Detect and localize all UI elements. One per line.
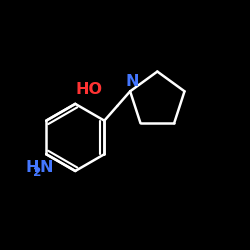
Text: HO: HO <box>75 82 102 97</box>
Text: 2: 2 <box>32 166 41 179</box>
Text: N: N <box>40 160 54 176</box>
Text: H: H <box>25 160 38 176</box>
Text: N: N <box>126 74 139 89</box>
